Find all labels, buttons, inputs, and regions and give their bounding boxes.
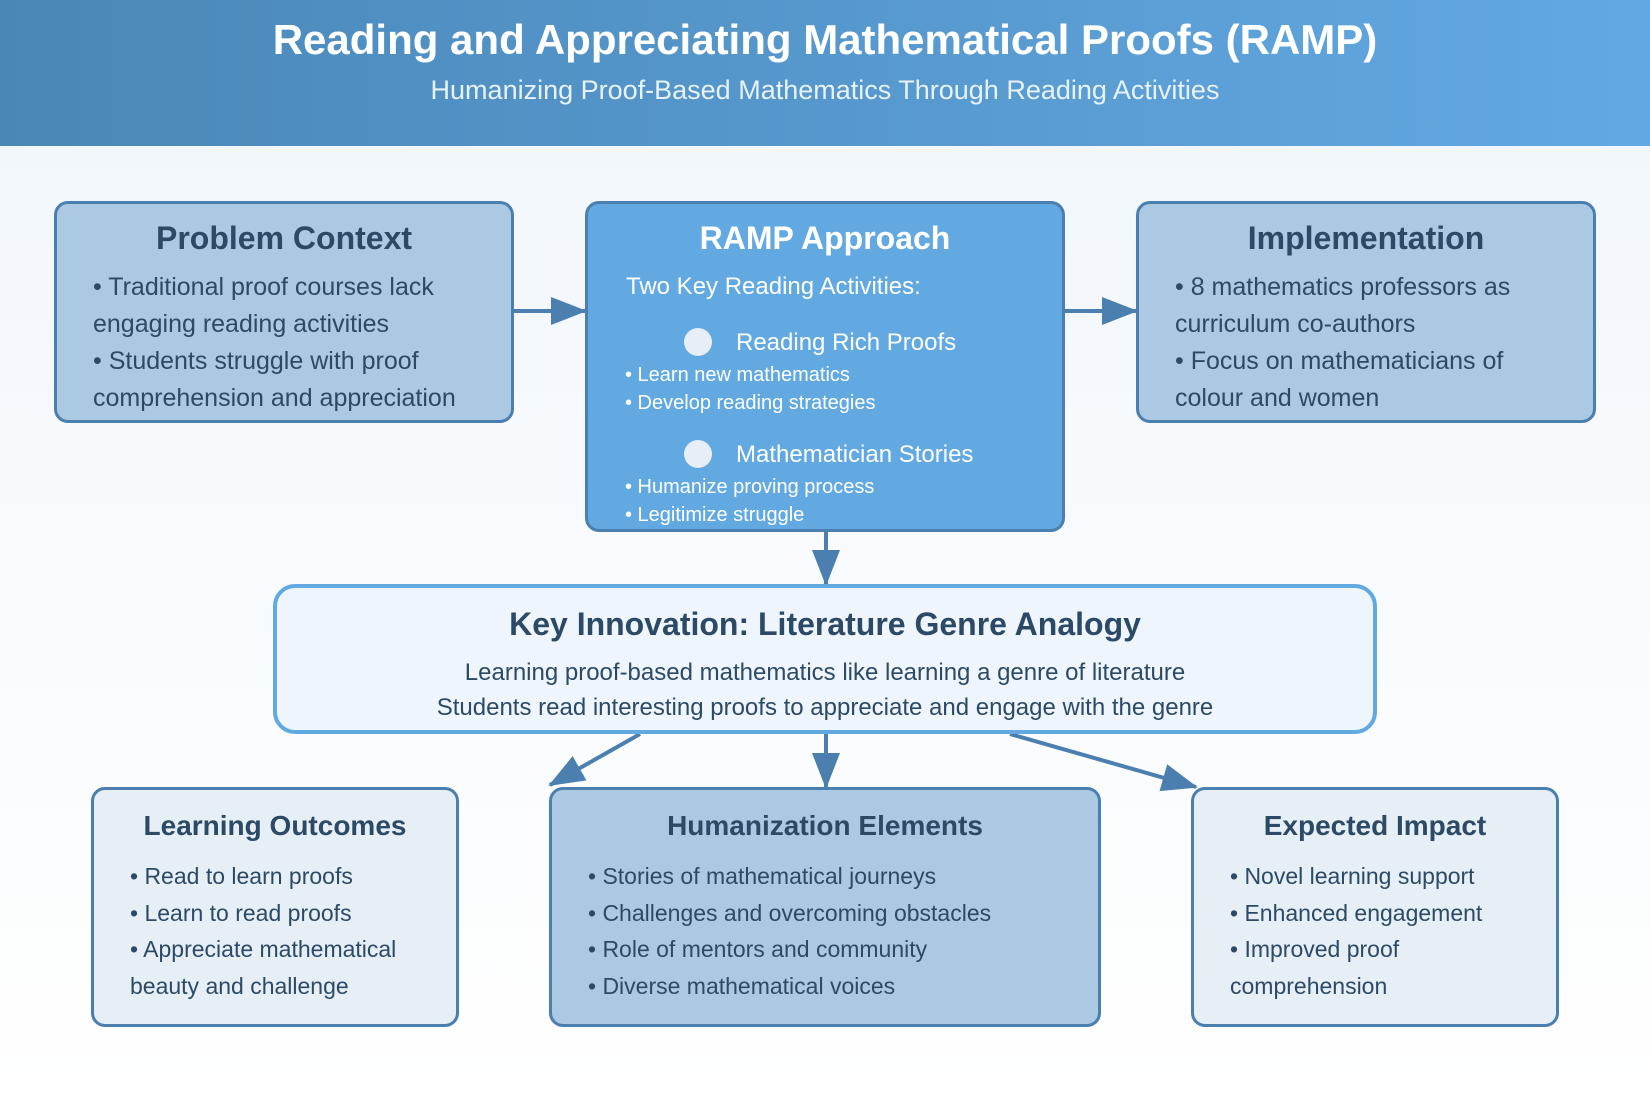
humanization-elements-box: Humanization Elements • Stories of mathe… xyxy=(549,787,1101,1027)
bullet-circle-icon xyxy=(684,328,712,356)
list-item: • Stories of mathematical journeys xyxy=(588,863,937,889)
list-item: • Learn to read proofs xyxy=(130,899,352,926)
ramp-approach-lead: Two Key Reading Activities: xyxy=(626,273,921,300)
list-item: • Develop reading strategies xyxy=(625,392,876,414)
list-item: • Focus on mathematicians of colour and … xyxy=(1175,347,1504,412)
expected-impact-title: Expected Impact xyxy=(1263,810,1487,841)
diagram-subtitle: Humanizing Proof-Based Mathematics Throu… xyxy=(430,75,1220,105)
implementation-list: • 8 mathematics professors as curriculum… xyxy=(1175,269,1557,417)
list-item: • Humanize proving process xyxy=(625,476,875,498)
activity-mathematician-stories: Mathematician Stories • Humanize proving… xyxy=(588,437,1062,529)
ramp-approach-box: RAMP Approach Two Key Reading Activities… xyxy=(585,201,1065,532)
expected-impact-list: • Novel learning support • Enhanced enga… xyxy=(1230,858,1520,1004)
expected-impact-box: Expected Impact • Novel learning support… xyxy=(1191,787,1559,1027)
learning-outcomes-title: Learning Outcomes xyxy=(143,810,407,841)
key-innovation-box: Key Innovation: Literature Genre Analogy… xyxy=(273,584,1377,734)
arrow-innovation-to-outcomes xyxy=(548,732,641,787)
activity-title: Reading Rich Proofs xyxy=(736,329,957,356)
list-item: • Students struggle with proof comprehen… xyxy=(93,347,456,412)
problem-context-title: Problem Context xyxy=(155,220,413,256)
activity-title: Mathematician Stories xyxy=(736,441,974,468)
list-item: • Traditional proof courses lack engagin… xyxy=(93,273,434,338)
list-item: • Legitimize struggle xyxy=(625,504,805,526)
list-item: • 8 mathematics professors as curriculum… xyxy=(1175,273,1511,338)
problem-context-box: Problem Context • Traditional proof cour… xyxy=(54,201,514,423)
list-item: • Challenges and overcoming obstacles xyxy=(588,899,992,926)
key-innovation-title: Key Innovation: Literature Genre Analogy xyxy=(509,606,1141,642)
list-item: • Appreciate mathematical beauty and cha… xyxy=(130,936,397,999)
learning-outcomes-box: Learning Outcomes • Read to learn proofs… xyxy=(91,787,459,1027)
humanization-elements-list: • Stories of mathematical journeys • Cha… xyxy=(588,858,1062,1004)
key-innovation-line-2: Students read interesting proofs to appr… xyxy=(436,694,1214,721)
key-innovation-line-1: Learning proof-based mathematics like le… xyxy=(464,659,1186,686)
header-banner: Reading and Appreciating Mathematical Pr… xyxy=(0,0,1650,146)
activity-reading-rich-proofs: Reading Rich Proofs • Learn new mathemat… xyxy=(588,325,1062,417)
learning-outcomes-list: • Read to learn proofs • Learn to read p… xyxy=(130,858,420,1004)
arrow-innovation-to-impact xyxy=(1009,732,1198,792)
implementation-title: Implementation xyxy=(1247,220,1485,256)
implementation-box: Implementation • 8 mathematics professor… xyxy=(1136,201,1596,423)
problem-context-list: • Traditional proof courses lack engagin… xyxy=(93,269,475,417)
list-item: • Role of mentors and community xyxy=(588,936,928,962)
list-item: • Learn new mathematics xyxy=(625,364,850,386)
humanization-elements-title: Humanization Elements xyxy=(667,810,983,841)
list-item: • Improved proof comprehension xyxy=(1230,936,1400,999)
bullet-circle-icon xyxy=(684,440,712,468)
list-item: • Diverse mathematical voices xyxy=(588,972,896,999)
list-item: • Enhanced engagement xyxy=(1230,899,1483,926)
list-item: • Novel learning support xyxy=(1230,863,1475,889)
ramp-approach-title: RAMP Approach xyxy=(699,220,951,256)
list-item: • Read to learn proofs xyxy=(130,863,353,889)
diagram-title: Reading and Appreciating Mathematical Pr… xyxy=(272,16,1378,63)
